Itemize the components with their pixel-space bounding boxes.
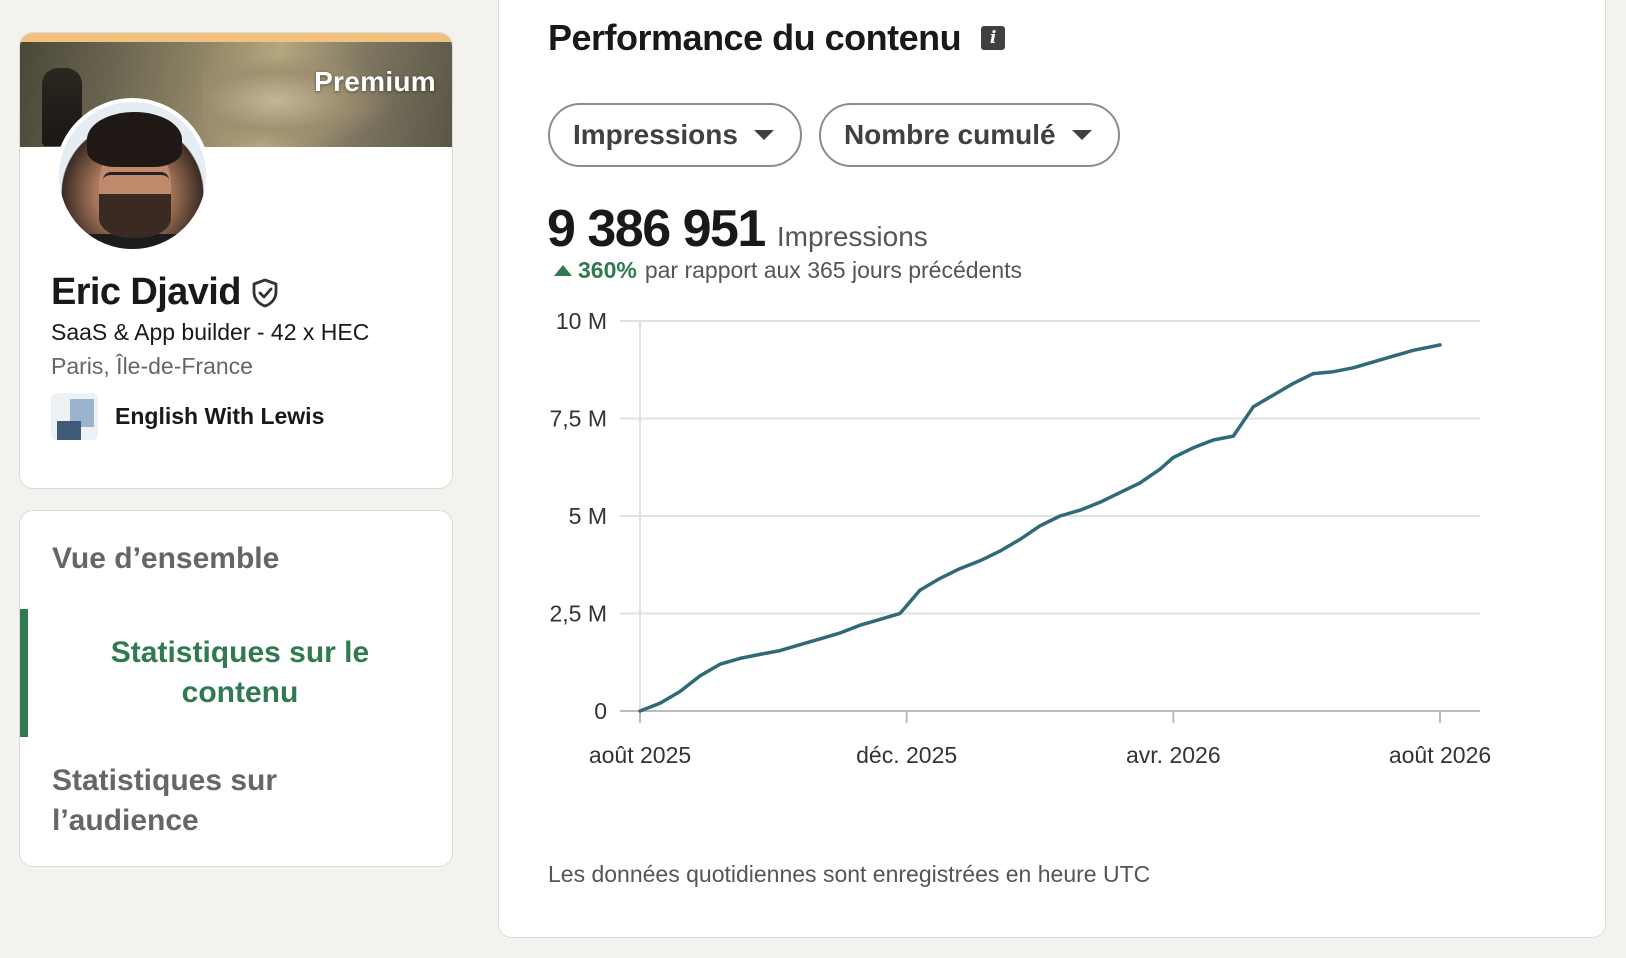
- profile-card: Premium Eric Djavid SaaS & App builder -…: [19, 32, 453, 489]
- metric-dropdown[interactable]: Impressions: [548, 103, 802, 167]
- delta-value: 360%: [578, 257, 637, 283]
- profile-location: Paris, Île-de-France: [51, 353, 253, 379]
- x-tick-label: août 2025: [589, 742, 691, 768]
- delta-text: par rapport aux 365 jours précédents: [644, 257, 1023, 283]
- premium-badge: Premium: [314, 66, 436, 97]
- title-row: Performance du contenu i: [548, 17, 1006, 59]
- filters: Impressions Nombre cumulé: [548, 103, 1120, 167]
- nav-item-overview[interactable]: Vue d’ensemble: [52, 542, 280, 575]
- metric-dropdown-label: Impressions: [573, 119, 738, 150]
- avatar[interactable]: [55, 98, 210, 253]
- content-performance-card: Performance du contenu i Impressions Nom…: [498, 0, 1606, 938]
- nav-item-audience-stats[interactable]: Statistiques sur l’audience: [52, 764, 278, 837]
- avatar-shirt: [59, 234, 206, 249]
- nav-item-content-stats-label: Statistiques sur le contenu: [110, 636, 370, 709]
- company-logo: [51, 393, 98, 440]
- y-tick-label: 10 M: [556, 309, 607, 334]
- x-tick-label: avr. 2026: [1126, 742, 1221, 768]
- y-tick-label: 2,5 M: [549, 601, 607, 627]
- y-tick-label: 5 M: [569, 503, 607, 529]
- delta: 360% par rapport aux 365 jours précédent…: [554, 257, 1022, 284]
- aggregation-dropdown-label: Nombre cumulé: [843, 119, 1056, 150]
- nav-item-content-stats[interactable]: Statistiques sur le contenu: [20, 609, 452, 737]
- impressions-chart[interactable]: 0 2,5 M 5 M 7,5 M 10 M août 2025 déc. 2025 avr.…: [529, 309, 1589, 799]
- page-title: Performance du contenu: [548, 17, 962, 58]
- info-icon[interactable]: i: [981, 26, 1006, 50]
- y-tick-label: 0: [594, 698, 607, 724]
- avatar-hair: [87, 112, 182, 167]
- company-logo-block-dark: [57, 421, 81, 440]
- profile-name[interactable]: Eric Djavid: [51, 271, 241, 313]
- profile-headline: SaaS & App builder - 42 x HEC: [51, 319, 370, 345]
- kpi: 9 386 951 Impressions: [547, 199, 928, 259]
- series-line[interactable]: [638, 343, 1442, 713]
- arrow-up-icon: [554, 265, 572, 276]
- avatar-glasses: [103, 172, 169, 192]
- chevron-down-icon: [1071, 130, 1092, 140]
- x-tick-label: août 2026: [1389, 742, 1491, 768]
- verified-shield-icon[interactable]: [251, 278, 279, 308]
- y-tick-label: 7,5 M: [549, 406, 607, 432]
- profile-name-row: Eric Djavid: [51, 271, 279, 314]
- company-name[interactable]: English With Lewis: [115, 403, 325, 429]
- chevron-down-icon: [753, 130, 774, 140]
- cover-rock-art: [202, 56, 392, 146]
- chart-footnote: Les données quotidiennes sont enregistré…: [548, 861, 1151, 887]
- profile-company[interactable]: English With Lewis: [51, 393, 324, 440]
- kpi-value: 9 386 951: [547, 200, 766, 258]
- analytics-nav: Vue d’ensemble Statistiques sur le conte…: [19, 510, 453, 867]
- kpi-label: Impressions: [776, 221, 928, 252]
- avatar-beard: [99, 194, 171, 238]
- aggregation-dropdown[interactable]: Nombre cumulé: [818, 103, 1120, 167]
- x-tick-label: déc. 2025: [856, 742, 957, 768]
